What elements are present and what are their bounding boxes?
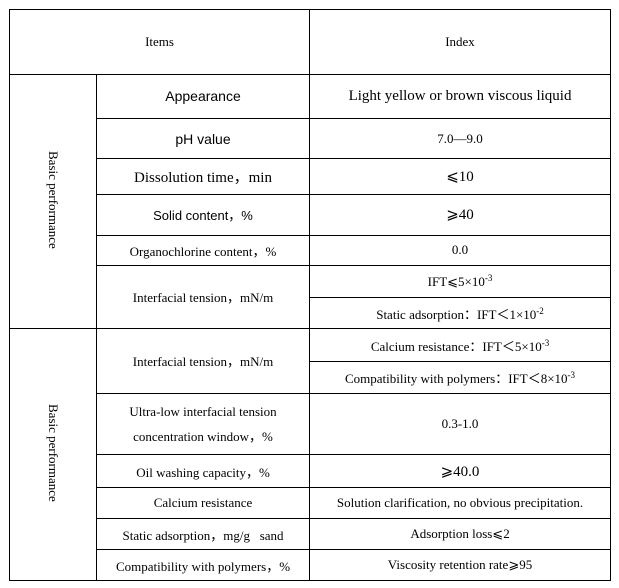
header-index: Index <box>309 8 612 76</box>
table-row: Static adsorption，mg/g sand Adsorption l… <box>10 517 612 551</box>
index-cell: ⩾40.0 <box>309 453 612 489</box>
index-text: Compatibility with polymers：IFT＜8×10 <box>344 371 568 387</box>
index-cell: 0.3-1.0 <box>309 392 612 455</box>
item-cell: Organochlorine content，% <box>95 234 311 266</box>
item-cell: Static adsorption，mg/g sand <box>95 517 311 551</box>
group-label-cell: Basic performance <box>9 74 97 329</box>
index-cell: Calcium resistance：IFT＜5×10-3 <box>309 327 612 363</box>
table-row: Dissolution time，min ⩽10 <box>10 158 612 195</box>
table-row: Static adsorption：IFT＜1×10-2 <box>10 297 612 329</box>
table-row: Oil washing capacity，% ⩾40.0 <box>10 453 612 489</box>
item-line-1: Ultra-low interfacial tension <box>129 403 277 419</box>
index-cell: ⩽10 <box>309 158 612 195</box>
table-row: Basic performance Interfacial tension，mN… <box>9 327 612 582</box>
group-label: Basic performance <box>46 150 61 249</box>
index-cell: Solution clarification, no obvious preci… <box>309 487 612 519</box>
exponent: -3 <box>567 370 576 381</box>
exponent: -3 <box>484 272 493 283</box>
index-cell: IFT⩽5×10-3 <box>309 264 612 299</box>
group-label: Basic performance <box>46 403 61 502</box>
item-line-2: concentration window，% <box>133 428 273 444</box>
item-cell: Oil washing capacity，% <box>95 453 311 489</box>
table-row: Compatibility with polymers，% Viscosity … <box>10 549 612 581</box>
index-cell: Viscosity retention rate⩾95 <box>309 549 612 581</box>
table-row: Basic performance Appearance Light yello… <box>9 74 612 329</box>
item-cell: Calcium resistance <box>95 487 311 519</box>
table-row: Solid content，% ⩾40 <box>10 193 612 236</box>
item-cell: Appearance <box>95 74 311 119</box>
table-row: Compatibility with polymers：IFT＜8×10-3 <box>10 361 612 394</box>
exponent: -2 <box>536 305 544 316</box>
item-cell: pH value <box>95 117 311 160</box>
index-cell: ⩾40 <box>309 193 612 236</box>
item-cell: Solid content，% <box>95 193 311 236</box>
item-cell: Interfacial tension，mN/m <box>95 327 311 394</box>
index-cell: Static adsorption：IFT＜1×10-2 <box>309 297 612 329</box>
item-cell: Compatibility with polymers，% <box>95 549 311 581</box>
index-cell: Adsorption loss⩽2 <box>309 517 612 551</box>
header-row: Items Index <box>8 8 612 76</box>
item-cell: Dissolution time，min <box>95 158 311 195</box>
table-row: Interfacial tension，mN/m IFT⩽5×10-3 <box>10 264 612 329</box>
index-text: IFT⩽5×10 <box>427 273 485 289</box>
table-row: Ultra-low interfacial tension concentrati… <box>10 392 612 455</box>
group-label-cell: Basic performance <box>9 327 97 582</box>
index-text: Static adsorption：IFT＜1×10 <box>376 306 537 322</box>
table-row: Calcium resistance Solution clarificatio… <box>10 487 612 519</box>
index-text: Calcium resistance：IFT＜5×10 <box>370 338 542 354</box>
item-cell: Interfacial tension，mN/m <box>95 264 311 329</box>
index-cell: Compatibility with polymers：IFT＜8×10-3 <box>309 361 612 394</box>
table-row: Organochlorine content，% 0.0 <box>10 234 612 266</box>
index-cell: 7.0—9.0 <box>309 117 612 160</box>
item-cell: Ultra-low interfacial tension concentrati… <box>95 392 311 455</box>
index-cell: Light yellow or brown viscous liquid <box>309 74 612 119</box>
header-items: Items <box>8 8 311 76</box>
specification-table: Items Index Basic performance Appearance… <box>8 8 612 582</box>
table-row: pH value 7.0—9.0 <box>10 117 612 160</box>
exponent: -3 <box>541 337 550 348</box>
index-cell: 0.0 <box>309 234 612 266</box>
